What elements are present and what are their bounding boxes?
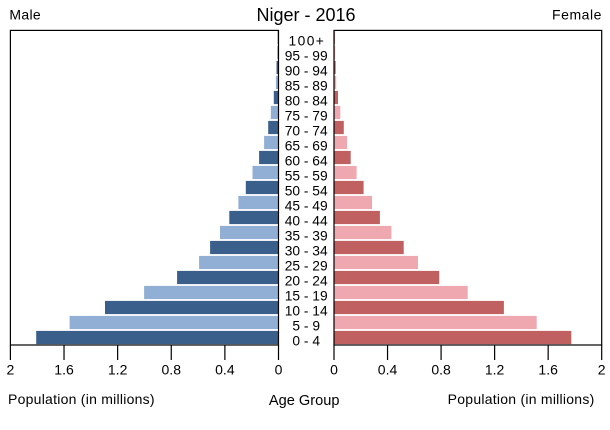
svg-text:0 - 4: 0 - 4 xyxy=(292,334,320,349)
svg-text:85 - 89: 85 - 89 xyxy=(285,79,328,94)
svg-text:75 - 79: 75 - 79 xyxy=(285,109,328,124)
svg-text:15 - 19: 15 - 19 xyxy=(285,289,328,304)
svg-text:30 - 34: 30 - 34 xyxy=(285,244,328,259)
svg-text:40 - 44: 40 - 44 xyxy=(285,214,328,229)
svg-text:55 - 59: 55 - 59 xyxy=(285,169,328,184)
svg-text:Male: Male xyxy=(9,7,41,23)
svg-text:100+: 100+ xyxy=(289,34,326,49)
svg-text:1.2: 1.2 xyxy=(485,362,505,378)
svg-text:50 - 54: 50 - 54 xyxy=(285,184,328,199)
svg-text:0: 0 xyxy=(275,362,283,378)
svg-text:2: 2 xyxy=(7,362,15,378)
svg-text:45 - 49: 45 - 49 xyxy=(285,199,328,214)
svg-text:95 - 99: 95 - 99 xyxy=(285,49,328,64)
svg-text:35 - 39: 35 - 39 xyxy=(285,229,328,244)
svg-text:0.8: 0.8 xyxy=(431,362,451,378)
svg-text:25 - 29: 25 - 29 xyxy=(285,259,328,274)
svg-text:0.4: 0.4 xyxy=(215,362,235,378)
svg-text:Population (in millions): Population (in millions) xyxy=(448,391,595,407)
svg-text:Age Group: Age Group xyxy=(269,393,340,409)
svg-text:0.4: 0.4 xyxy=(378,362,398,378)
svg-text:1.2: 1.2 xyxy=(108,362,128,378)
svg-text:Niger - 2016: Niger - 2016 xyxy=(256,5,355,25)
svg-text:Female: Female xyxy=(552,7,602,23)
svg-text:65 - 69: 65 - 69 xyxy=(285,139,328,154)
svg-text:0.8: 0.8 xyxy=(162,362,182,378)
svg-text:Population (in millions): Population (in millions) xyxy=(8,391,155,407)
svg-text:70 - 74: 70 - 74 xyxy=(285,124,328,139)
svg-text:60 - 64: 60 - 64 xyxy=(285,154,328,169)
svg-text:80 - 84: 80 - 84 xyxy=(285,94,328,109)
svg-text:0: 0 xyxy=(330,362,338,378)
svg-text:20 - 24: 20 - 24 xyxy=(285,274,328,289)
svg-text:1.6: 1.6 xyxy=(538,362,558,378)
svg-text:10 - 14: 10 - 14 xyxy=(285,304,328,319)
svg-text:90 - 94: 90 - 94 xyxy=(285,64,328,79)
svg-text:5 - 9: 5 - 9 xyxy=(292,319,320,334)
svg-text:2: 2 xyxy=(598,362,606,378)
svg-text:1.6: 1.6 xyxy=(54,362,74,378)
